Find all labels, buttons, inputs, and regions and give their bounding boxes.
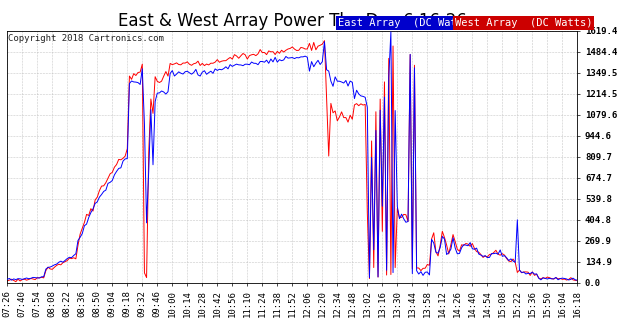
Text: Copyright 2018 Cartronics.com: Copyright 2018 Cartronics.com (9, 34, 164, 43)
Text: West Array  (DC Watts): West Array (DC Watts) (455, 18, 592, 28)
Title: East & West Array Power Thu Dec 6 16:26: East & West Array Power Thu Dec 6 16:26 (118, 12, 467, 30)
Text: East Array  (DC Watts): East Array (DC Watts) (338, 18, 476, 28)
